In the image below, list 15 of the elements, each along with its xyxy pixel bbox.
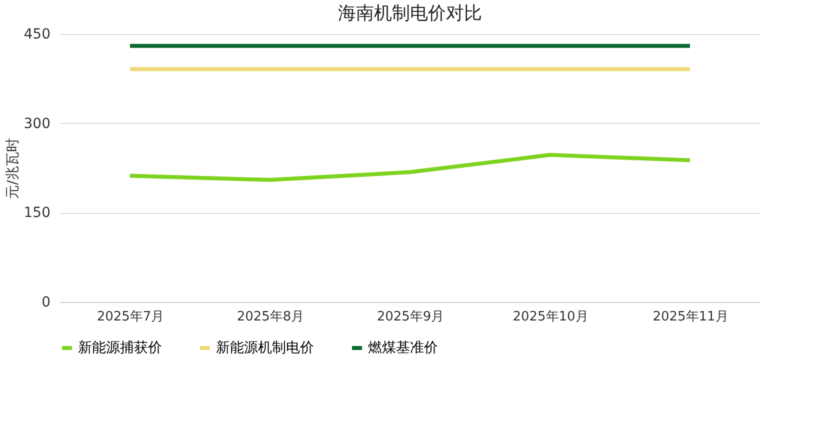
legend-label: 燃煤基准价 [368,340,438,356]
y-tick-label: 300 [24,116,50,132]
y-tick-label: 150 [24,205,50,222]
y-tick-label: 450 [24,26,50,42]
chart-title: 海南机制电价对比 [338,3,482,24]
y-axis-title: 元/兆瓦时 [4,138,21,199]
x-tick-label: 2025年10月 [512,310,588,324]
x-tick-label: 2025年8月 [236,310,304,324]
y-tick-label: 0 [42,294,50,310]
legend-label: 新能源捕获价 [78,340,162,356]
x-tick-label: 2025年11月 [652,310,728,324]
x-tick-label: 2025年7月 [96,310,164,324]
legend-label: 新能源机制电价 [216,340,314,356]
x-tick-label: 2025年9月 [376,310,444,324]
line-series [128,152,692,182]
